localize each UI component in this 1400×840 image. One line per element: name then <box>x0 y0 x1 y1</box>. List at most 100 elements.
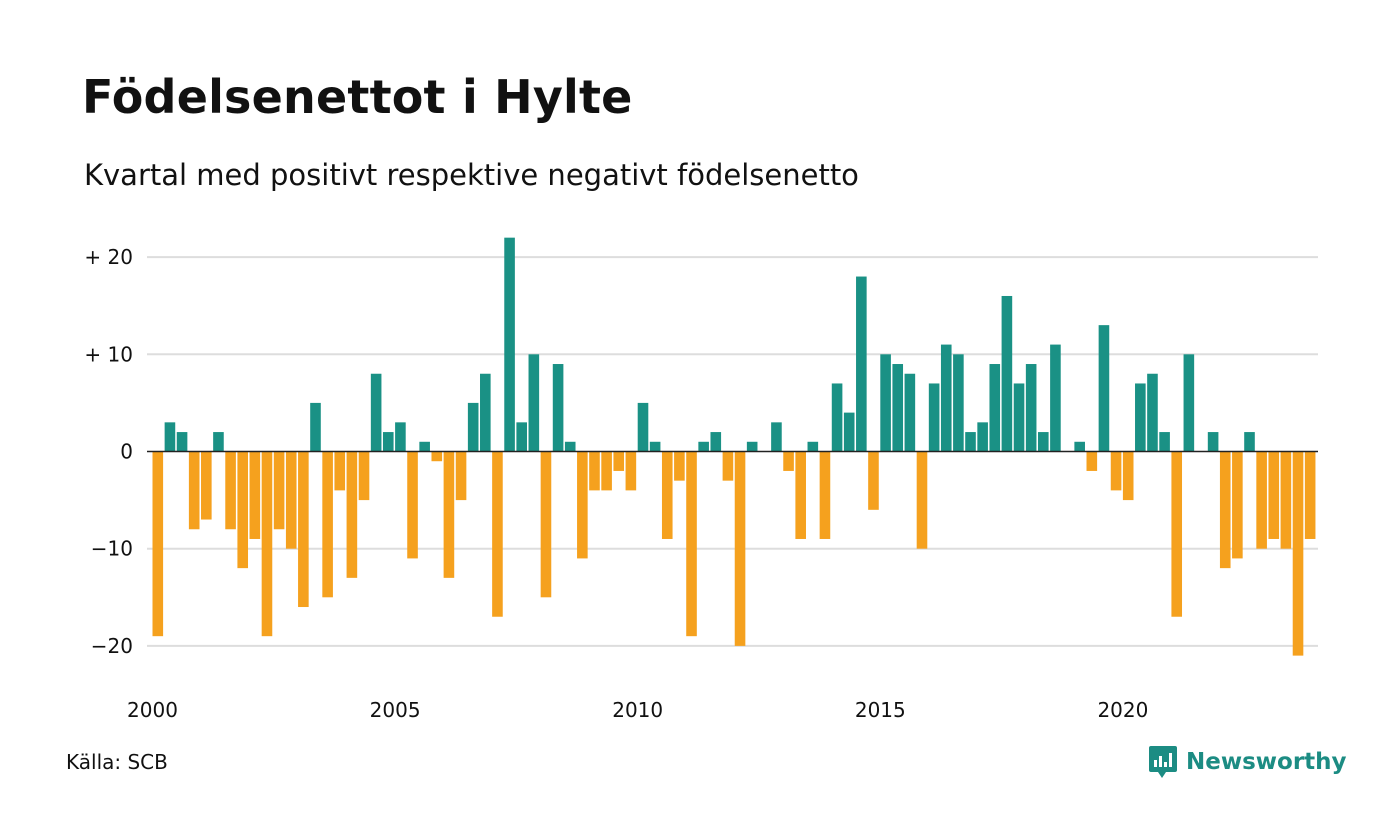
bar-positive <box>928 383 940 452</box>
x-axis-labels: 2000 2005 2010 2015 2020 <box>127 698 1148 722</box>
bar-positive <box>176 432 188 452</box>
y-tick-label: + 10 <box>84 342 133 366</box>
bar-positive <box>395 422 406 452</box>
y-tick-label: + 20 <box>84 245 133 269</box>
bar-positive <box>382 432 394 452</box>
bar-negative <box>674 451 685 481</box>
bar-positive <box>213 432 224 452</box>
bar-negative <box>589 451 600 491</box>
bar-positive <box>1050 344 1061 452</box>
bar-positive <box>1037 432 1049 452</box>
bar-negative <box>1110 451 1122 491</box>
bar-positive <box>649 441 661 452</box>
bar-negative <box>334 451 346 491</box>
bar-positive <box>310 402 321 452</box>
bar-positive <box>164 422 176 452</box>
bar-negative <box>1122 451 1134 501</box>
bar-negative <box>1256 451 1267 549</box>
bar-negative <box>1086 451 1098 471</box>
bar-negative <box>1268 451 1280 539</box>
bar-negative <box>868 451 879 510</box>
x-tick-label: 2005 <box>370 698 421 722</box>
bar-positive <box>989 364 1001 452</box>
bar-positive <box>419 441 430 452</box>
bar-positive <box>1183 354 1195 452</box>
bar-negative <box>1304 451 1316 539</box>
bar-positive <box>856 276 867 452</box>
bar-negative <box>540 451 552 598</box>
x-tick-label: 2010 <box>612 698 663 722</box>
bar-positive <box>698 441 709 452</box>
bar-negative <box>916 451 928 549</box>
newsworthy-logo: Newsworthy <box>1148 744 1347 780</box>
bar-positive <box>1001 295 1013 452</box>
bar-negative <box>285 451 297 549</box>
x-tick-label: 2015 <box>855 698 906 722</box>
bar-positive <box>552 364 564 452</box>
bar-negative <box>225 451 236 530</box>
bar-negative <box>1232 451 1243 559</box>
bar-positive <box>370 373 382 452</box>
bar-negative <box>431 451 443 462</box>
bar-negative <box>492 451 503 617</box>
bar-positive <box>771 422 782 452</box>
bar-positive <box>892 364 904 452</box>
bar-positive <box>1013 383 1025 452</box>
y-tick-label: 0 <box>120 440 133 464</box>
bar-negative <box>152 451 164 637</box>
bar-negative <box>237 451 249 569</box>
bar-positive <box>1244 432 1255 452</box>
bar-positive <box>965 432 976 452</box>
bar-positive <box>1025 364 1037 452</box>
y-axis-labels: + 20 + 10 0 −10 −20 <box>84 245 133 658</box>
bar-negative <box>261 451 273 637</box>
bar-positive <box>516 422 527 452</box>
bar-negative <box>625 451 637 491</box>
bar-negative <box>577 451 588 559</box>
bar-positive <box>1098 325 1110 452</box>
bars <box>152 237 1316 656</box>
bar-negative <box>346 451 358 578</box>
bar-negative <box>819 451 831 539</box>
x-tick-label: 2000 <box>127 698 178 722</box>
bar-positive <box>564 441 576 452</box>
bar-positive <box>880 354 891 452</box>
grid-lines <box>147 256 1318 647</box>
bar-negative <box>1280 451 1292 549</box>
bar-negative <box>1219 451 1231 569</box>
bar-positive <box>1147 373 1158 452</box>
bar-positive <box>940 344 952 452</box>
bar-negative <box>407 451 418 559</box>
bar-negative <box>783 451 794 471</box>
bar-negative <box>613 451 625 471</box>
bar-positive <box>1159 432 1170 452</box>
bar-negative <box>1171 451 1183 617</box>
bar-positive <box>807 441 819 452</box>
bar-negative <box>661 451 673 539</box>
logo-text: Newsworthy <box>1186 749 1347 775</box>
bar-positive <box>977 422 988 452</box>
bar-positive <box>1135 383 1146 452</box>
chart-title: Födelsenettot i Hylte <box>82 70 633 124</box>
bar-positive <box>480 373 491 452</box>
bar-positive <box>467 402 479 452</box>
bar-positive <box>831 383 843 452</box>
bar-negative <box>273 451 285 530</box>
bar-negative <box>188 451 200 530</box>
bar-negative <box>722 451 734 481</box>
bar-negative <box>686 451 697 637</box>
bar-positive <box>1074 441 1085 452</box>
bar-negative <box>322 451 333 598</box>
newsworthy-logo-icon <box>1149 746 1177 778</box>
bar-negative <box>358 451 370 501</box>
x-tick-label: 2020 <box>1097 698 1148 722</box>
bar-positive <box>746 441 758 452</box>
chart-subtitle: Kvartal med positivt respektive negativt… <box>84 158 859 192</box>
bar-negative <box>298 451 309 608</box>
bar-negative <box>201 451 212 520</box>
source-note: Källa: SCB <box>66 750 168 774</box>
bar-negative <box>455 451 467 501</box>
y-tick-label: −20 <box>91 634 133 658</box>
bar-negative <box>795 451 806 539</box>
